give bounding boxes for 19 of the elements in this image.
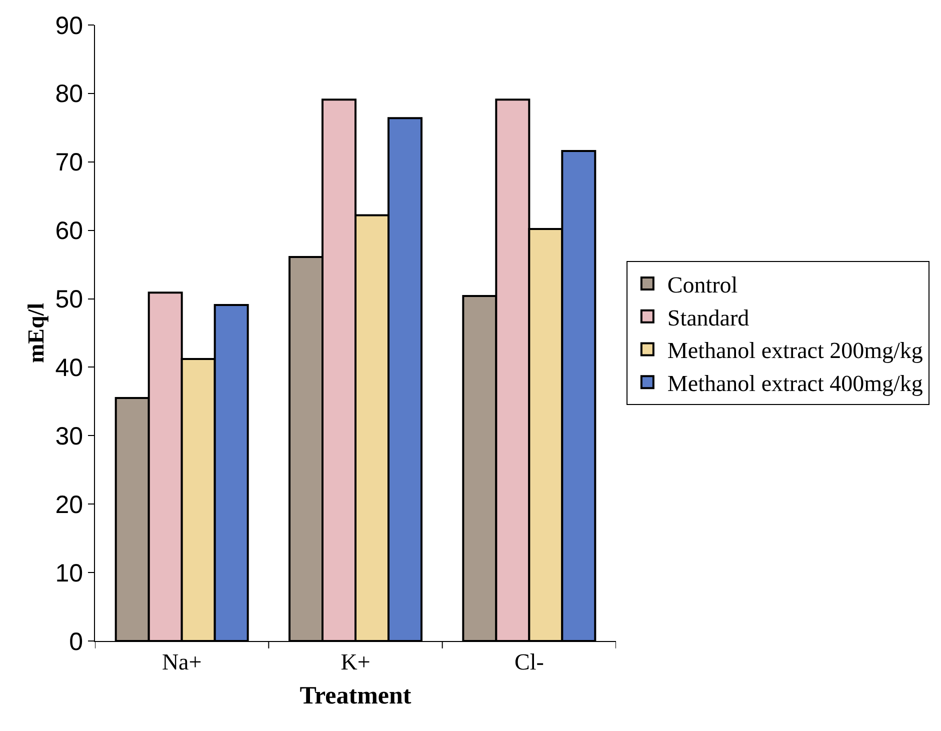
- x-tick-label: Cl-: [514, 650, 544, 675]
- y-axis-title: mEq/l: [24, 302, 49, 364]
- y-tick-label: 20: [55, 490, 83, 519]
- x-tick-label: Na+: [162, 650, 202, 675]
- x-axis-title: Treatment: [300, 682, 412, 710]
- y-tick-label: 60: [55, 217, 83, 246]
- y-tick-label: 50: [55, 286, 83, 314]
- legend-label: Methanol extract 200mg/kg: [667, 338, 924, 364]
- legend-label: Standard: [667, 305, 750, 330]
- y-tick-label: 0: [69, 628, 83, 656]
- y-tick-label: 10: [55, 559, 83, 588]
- x-tick-label: K+: [340, 650, 370, 675]
- legend-label: Methanol extract 400mg/kg: [667, 371, 924, 396]
- y-tick-label: 40: [55, 354, 83, 382]
- y-tick-label: 30: [55, 422, 83, 450]
- legend-label: Control: [667, 272, 738, 298]
- y-tick-label: 90: [55, 12, 83, 40]
- y-tick-label: 70: [55, 148, 83, 177]
- y-tick-label: 80: [55, 80, 83, 108]
